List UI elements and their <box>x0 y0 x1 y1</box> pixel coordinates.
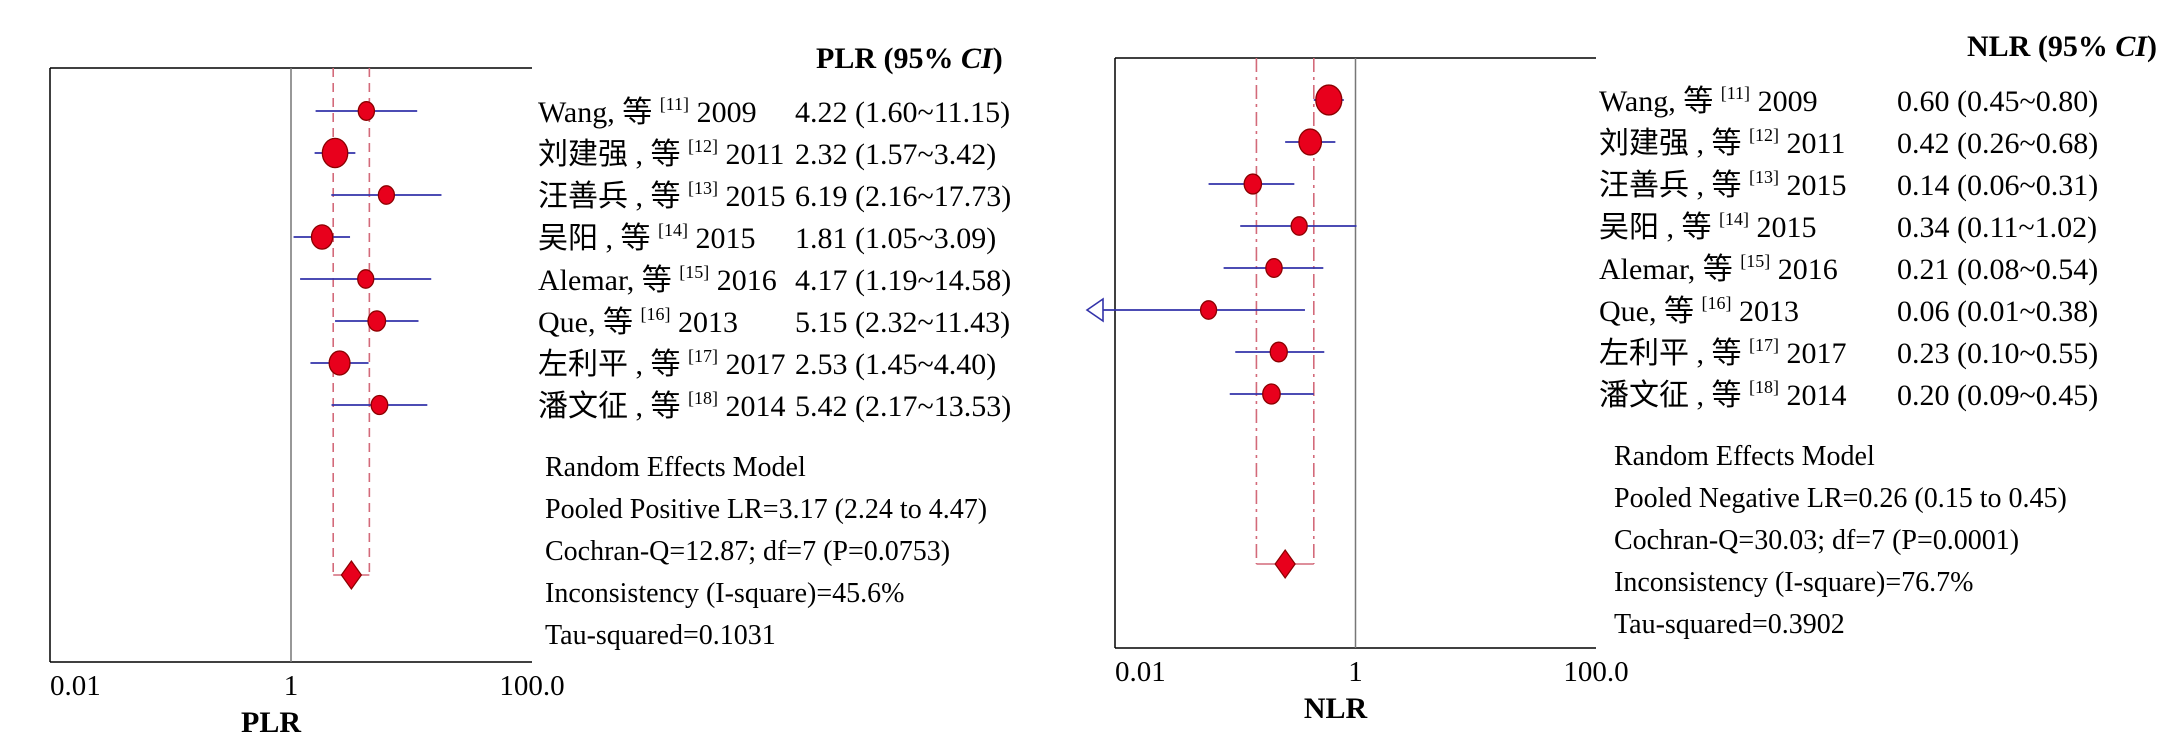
pooled-diamond <box>1274 548 1296 580</box>
study-label: 汪善兵 , 等 [13] 2015 <box>1599 167 1847 202</box>
study-label: 潘文征 , 等 [18] 2014 <box>1599 377 1847 412</box>
point-estimate <box>1265 257 1283 279</box>
point-estimate <box>377 185 396 205</box>
point-estimate <box>1290 216 1308 236</box>
summary-line: Tau-squared=0.1031 <box>545 620 776 651</box>
x-axis-label: NLR <box>1304 692 1368 725</box>
pooled-diamond <box>340 559 363 591</box>
summary-line: Cochran-Q=30.03; df=7 (P=0.0001) <box>1614 525 2019 556</box>
summary-line: Random Effects Model <box>545 452 806 483</box>
point-estimate <box>1243 173 1263 195</box>
summary-line: Pooled Negative LR=0.26 (0.15 to 0.45) <box>1614 483 2067 514</box>
summary-line: Tau-squared=0.3902 <box>1614 609 1845 640</box>
point-estimate <box>1298 128 1323 156</box>
point-estimate <box>357 269 375 289</box>
study-label: 左利平 , 等 [17] 2017 <box>1599 335 1847 370</box>
ci-text: 0.60 (0.45~0.80) <box>1897 85 2098 118</box>
point-estimate <box>357 101 376 121</box>
study-label: 吴阳 , 等 [14] 2015 <box>1599 209 1817 244</box>
point-estimate <box>310 224 334 250</box>
ci-arrow <box>1085 297 1104 323</box>
point-estimate <box>1269 341 1288 363</box>
nlr-forest-plot: Wang, 等 [11] 2009 0.60 (0.45~0.80) 刘建强 , 等… <box>1085 30 2157 725</box>
nlr-forest-panel: Wang, 等 [11] 2009 0.60 (0.45~0.80) 刘建强 , 等… <box>1085 0 2177 754</box>
study-label: 汪善兵 , 等 [13] 2015 <box>538 178 786 213</box>
point-estimate <box>1262 383 1281 405</box>
ci-text: 0.23 (0.10~0.55) <box>1897 337 2098 370</box>
study-label: Alemar, 等 [15] 2016 <box>538 262 777 297</box>
ci-text: 1.81 (1.05~3.09) <box>795 222 996 255</box>
ci-text: 0.20 (0.09~0.45) <box>1897 379 2098 412</box>
ci-text: 4.22 (1.60~11.15) <box>795 96 1010 129</box>
summary-line: Inconsistency (I-square)=45.6% <box>545 578 904 609</box>
tick-label: 0.01 <box>50 670 101 702</box>
ci-text: 6.19 (2.16~17.73) <box>795 180 1011 213</box>
summary-line: Cochran-Q=12.87; df=7 (P=0.0753) <box>545 536 950 567</box>
study-label: 刘建强 , 等 [12] 2011 <box>1599 125 1845 160</box>
point-estimate <box>1315 84 1343 116</box>
ci-text: 2.32 (1.57~3.42) <box>795 138 996 171</box>
ci-text: 5.42 (2.17~13.53) <box>795 390 1011 423</box>
study-label: Que, 等 [16] 2013 <box>1599 293 1799 328</box>
study-label: Wang, 等 [11] 2009 <box>538 94 757 129</box>
column-header: NLR (95% CI) <box>1967 30 2157 63</box>
tick-label: 100.0 <box>1563 656 1628 688</box>
summary-line: Random Effects Model <box>1614 441 1875 472</box>
ci-text: 0.42 (0.26~0.68) <box>1897 127 2098 160</box>
study-label: Que, 等 [16] 2013 <box>538 304 738 339</box>
point-estimate <box>321 137 349 169</box>
study-label: 吴阳 , 等 [14] 2015 <box>538 220 756 255</box>
study-label: 刘建强 , 等 [12] 2011 <box>538 136 784 171</box>
study-label: 左利平 , 等 [17] 2017 <box>538 346 786 381</box>
plr-forest-panel: Wang, 等 [11] 2009 4.22 (1.60~11.15) 刘建强 , … <box>49 42 1011 739</box>
study-label: Wang, 等 [11] 2009 <box>1599 83 1818 118</box>
summary-line: Inconsistency (I-square)=76.7% <box>1614 567 1973 598</box>
tick-label: 1 <box>1348 656 1363 688</box>
point-estimate <box>370 394 389 416</box>
ci-text: 4.17 (1.19~14.58) <box>795 264 1011 297</box>
tick-label: 100.0 <box>499 670 564 702</box>
tick-label: 0.01 <box>1115 656 1166 688</box>
point-estimate <box>1199 300 1218 320</box>
ci-text: 5.15 (2.32~11.43) <box>795 306 1010 339</box>
summary-line: Pooled Positive LR=3.17 (2.24 to 4.47) <box>545 494 987 525</box>
study-label: Alemar, 等 [15] 2016 <box>1599 251 1838 286</box>
x-axis-label: PLR <box>241 706 301 739</box>
ci-text: 2.53 (1.45~4.40) <box>795 348 996 381</box>
ci-text: 0.14 (0.06~0.31) <box>1897 169 2098 202</box>
point-estimate <box>367 310 387 332</box>
column-header: PLR (95% CI) <box>816 42 1003 75</box>
ci-text: 0.34 (0.11~1.02) <box>1897 211 2097 244</box>
plr-forest-plot: Wang, 等 [11] 2009 4.22 (1.60~11.15) 刘建强 , … <box>49 42 1011 739</box>
point-estimate <box>328 350 351 376</box>
tick-label: 1 <box>284 670 299 702</box>
ci-text: 0.21 (0.08~0.54) <box>1897 253 2098 286</box>
study-label: 潘文征 , 等 [18] 2014 <box>538 388 786 423</box>
ci-text: 0.06 (0.01~0.38) <box>1897 295 2098 328</box>
